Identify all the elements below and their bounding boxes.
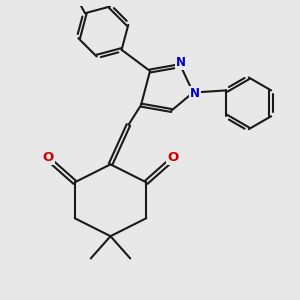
Text: O: O: [167, 152, 178, 164]
Text: O: O: [43, 152, 54, 164]
Text: N: N: [176, 56, 186, 69]
Text: N: N: [190, 87, 200, 100]
